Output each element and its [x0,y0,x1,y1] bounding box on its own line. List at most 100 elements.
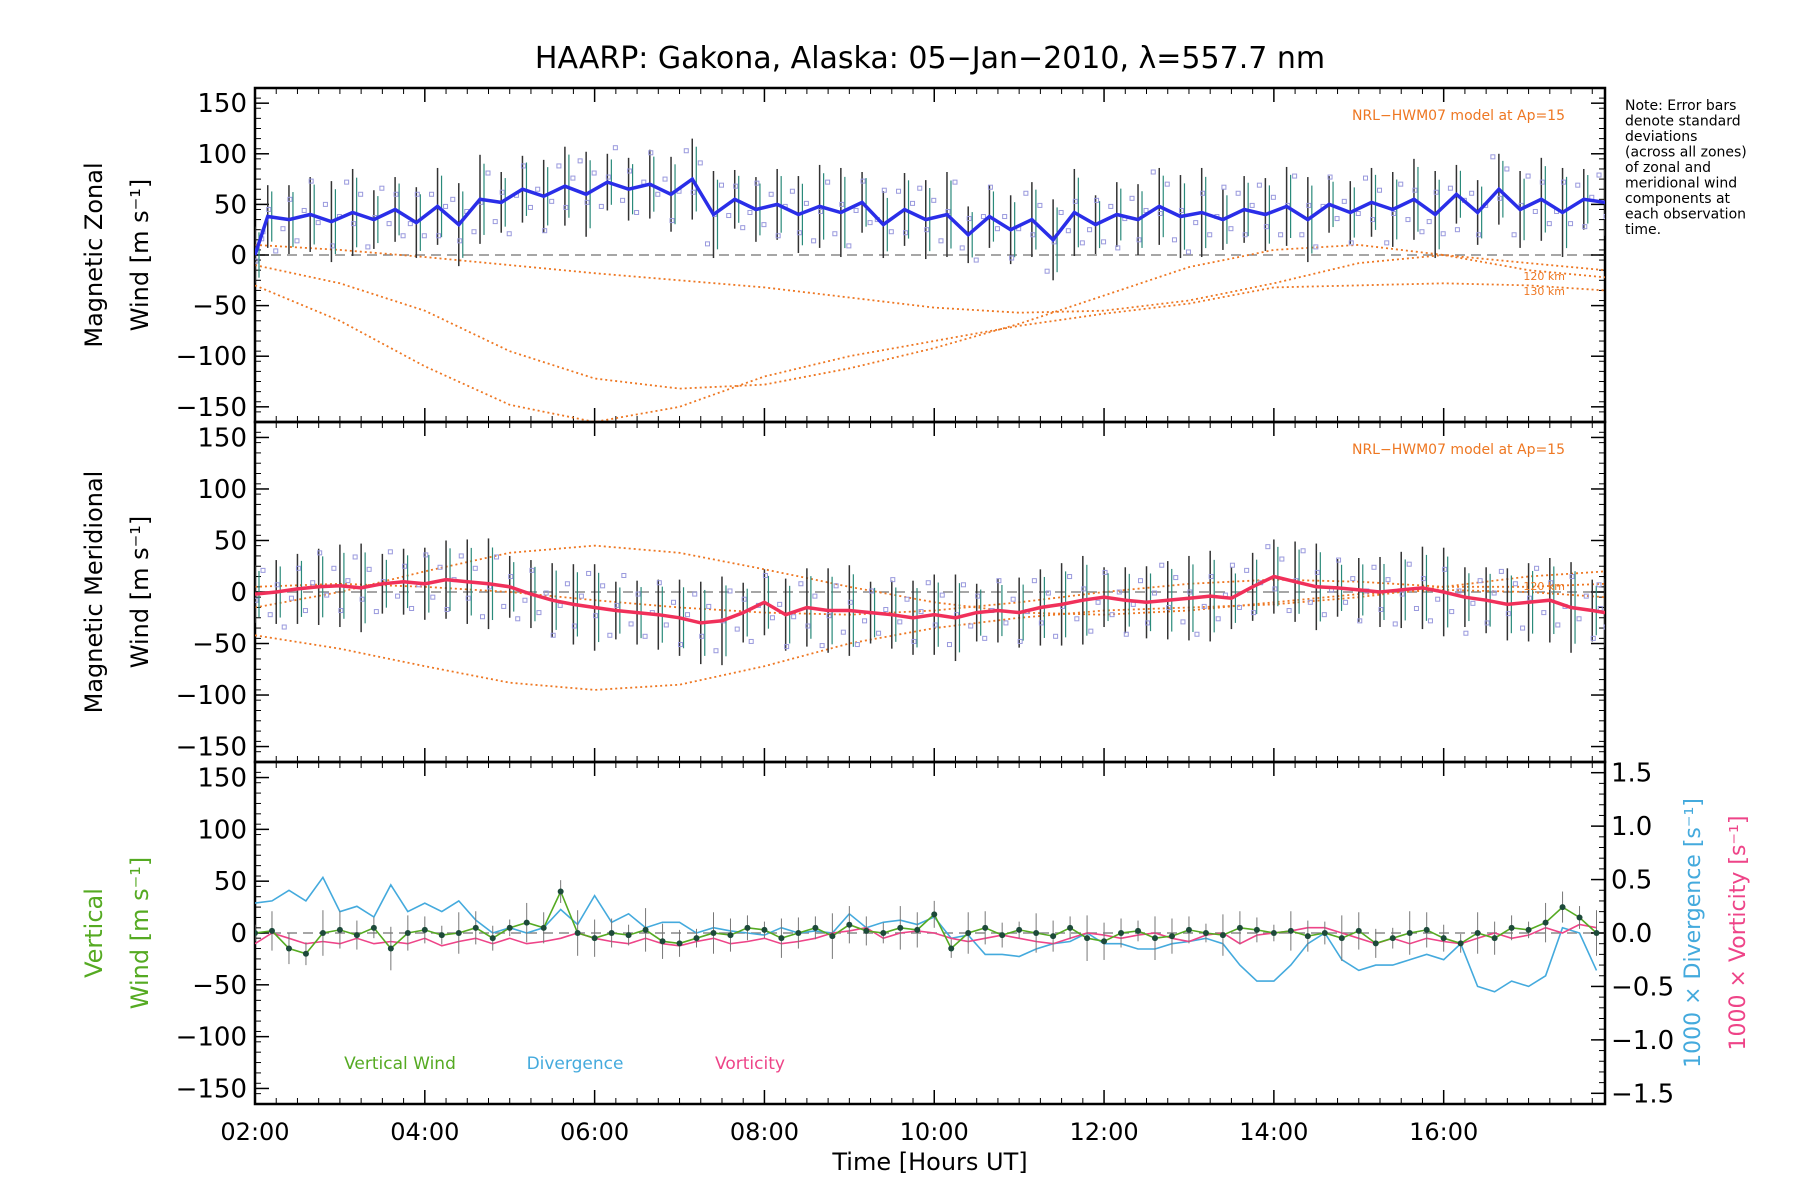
zone-point [529,567,535,573]
zone-point [1201,603,1207,609]
vertical-wind-point [506,924,513,931]
zone-point [826,613,832,619]
zone-point [549,198,555,204]
zone-point [1371,564,1377,570]
zone-point [409,605,415,611]
zone-point [1555,622,1561,628]
zone-point [1249,202,1255,208]
zone-point [1334,216,1340,222]
zone-point [281,624,287,630]
zone-point [1088,628,1094,634]
zone-point [1357,618,1363,624]
vertical-wind-point [965,930,972,936]
vertical-wind-point [1253,926,1260,933]
zone-point [1193,220,1199,226]
zone-point [499,189,505,195]
y-axis-label-line2: Wind [m s⁻¹] [126,857,154,1009]
zone-point [1469,190,1475,196]
zone-point [577,158,583,164]
zone-point [1611,595,1615,599]
zone-point [1292,173,1298,179]
zone-point [1590,635,1596,641]
zone-point [302,608,308,614]
zone-point [1037,202,1043,208]
zone-point [692,591,698,597]
vertical-wind-point [676,940,683,947]
x-tick-label: 14:00 [1239,1118,1308,1146]
zone-point [515,616,521,622]
zone-point [393,191,399,197]
y-tick-label: −50 [192,630,247,660]
zone-point [796,230,802,236]
zone-point [741,596,747,602]
zone-point [1385,577,1391,583]
zone-point [1447,185,1453,191]
y-tick-label-right: −1.5 [1611,1079,1674,1109]
zone-point [869,588,875,594]
zone-point [1575,182,1581,188]
zone-point [791,614,797,620]
zone-point [1583,593,1589,599]
zone-point [437,564,443,570]
vertical-wind-point [353,932,360,939]
zone-point [1491,590,1497,596]
zone-point [1442,566,1448,572]
vertical-wind-point [489,935,496,942]
x-tick-label: 06:00 [560,1118,629,1146]
zone-point [358,191,364,197]
legend-item: Divergence [527,1054,624,1074]
zone-point [1384,240,1390,246]
vertical-wind-point [999,932,1006,939]
y-axis-label-line1: Vertical [80,888,108,978]
zone-point [1498,568,1504,574]
zone-point [591,170,597,176]
vertical-wind-point [1576,914,1583,921]
zone-point [803,200,809,206]
zone-point [1363,175,1369,181]
zone-point [896,188,902,194]
zone-point [1044,268,1050,274]
zone-point [1038,620,1044,626]
vertical-wind-point [1355,927,1362,934]
vertical-wind-point [608,930,615,936]
zone-point [982,635,988,641]
zone-point [1145,620,1151,626]
zone-point [423,552,429,558]
zone-point [1470,600,1476,606]
zone-point [1534,565,1540,571]
y-axis-label-line2: Wind [m s⁻¹] [126,179,154,331]
zone-point [1130,601,1136,607]
zone-point [1101,239,1107,245]
vertical-wind-point [795,930,802,936]
vertical-wind-point [1219,932,1226,939]
zone-point [1087,227,1093,233]
zone-point [1185,249,1191,255]
zone-point [479,614,485,620]
zone-point [1406,561,1412,567]
y-tick-label: 50 [214,867,247,897]
zone-point [706,603,712,609]
zone-point [1173,575,1179,581]
zone-point [1504,166,1510,172]
zone-point [1053,633,1059,639]
zone-point [847,599,853,605]
vertical-wind-point [1321,930,1328,936]
zone-point [980,214,986,220]
zone-point [959,245,965,251]
y-tick-label: −150 [176,393,247,423]
vertical-wind-point [1457,940,1464,947]
zone-point [429,191,435,197]
zone-point [614,602,620,608]
zone-point [1341,198,1347,204]
vertical-wind-point [659,938,666,945]
y-tick-label: 0 [230,578,247,608]
note-line: time. [1625,222,1661,238]
zone-point [762,573,768,579]
zone-point [621,573,627,579]
model-altitude-label: 120 km [1523,270,1565,283]
vertical-wind-point [404,930,411,936]
zone-point [1251,610,1257,616]
vertical-wind-point [1050,933,1057,940]
zone-point [789,188,795,194]
zone-point [812,593,818,599]
